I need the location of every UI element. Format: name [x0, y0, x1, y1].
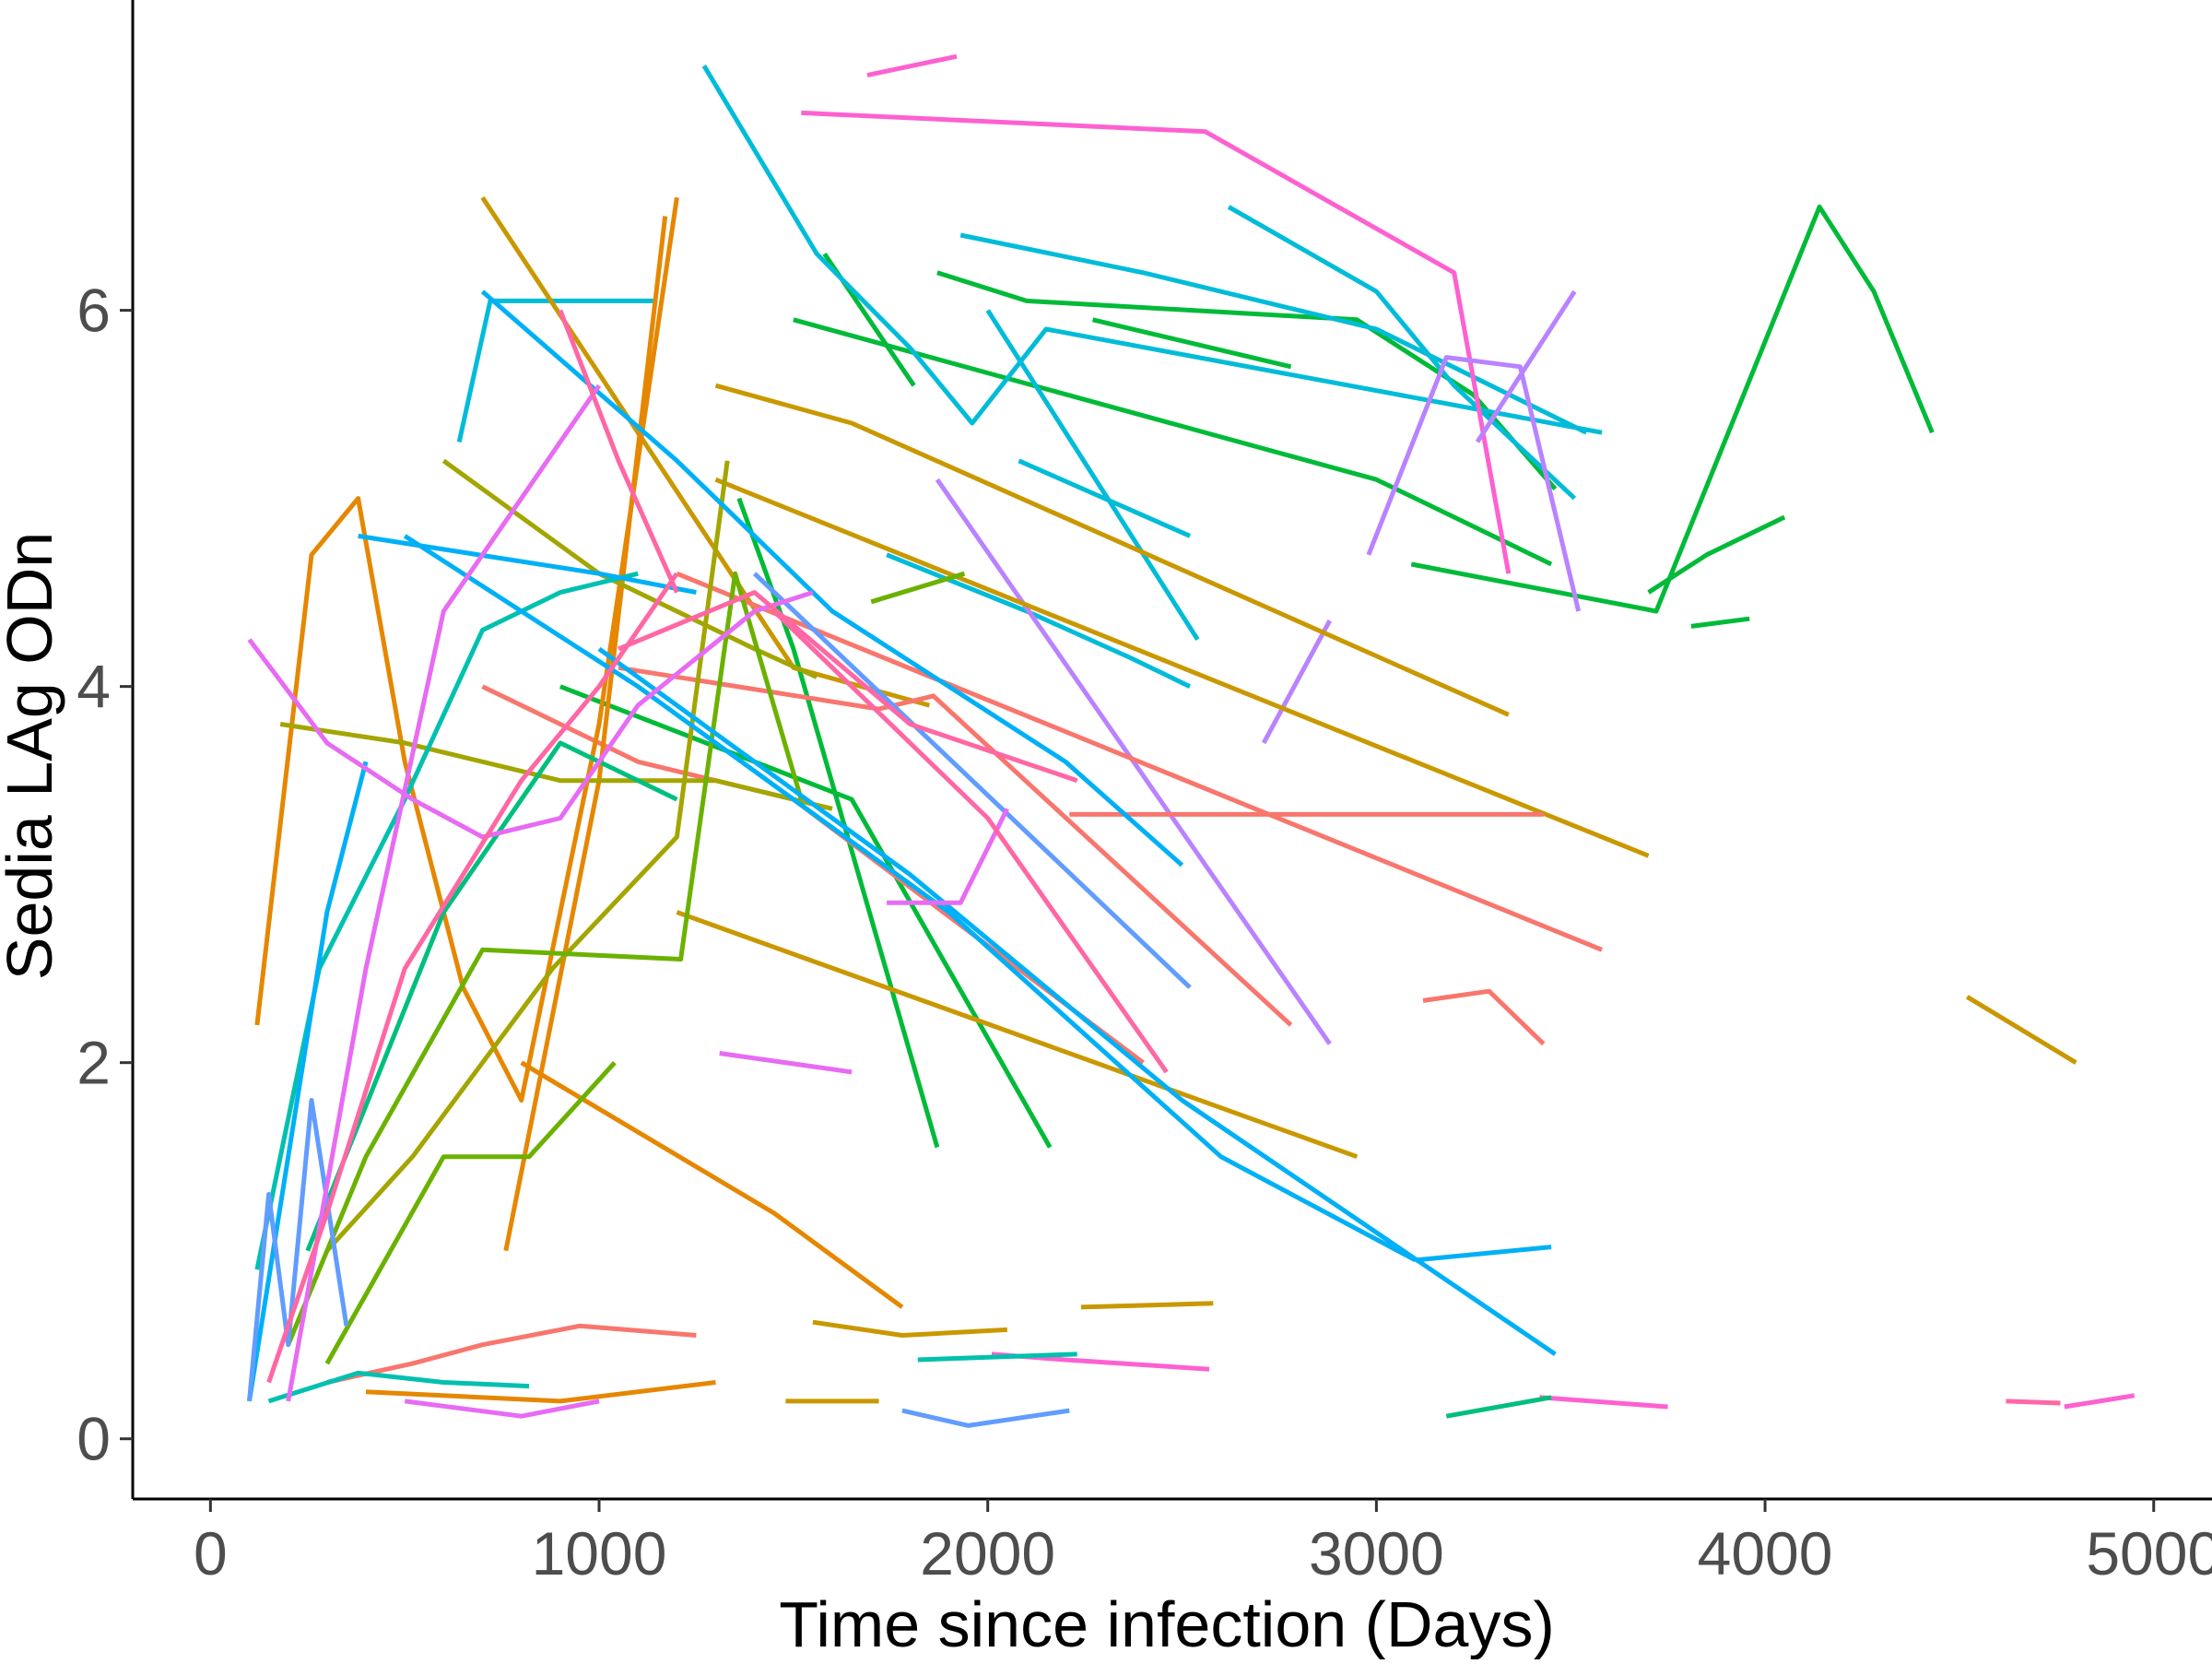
series-line-66	[719, 1051, 853, 1075]
y-axis-title: Sedia LAg ODn	[0, 532, 65, 980]
series-line-24	[1261, 620, 1332, 745]
x-tick-label: 1000	[532, 1519, 667, 1587]
series-line-39	[326, 1323, 697, 1385]
series-line-22	[1366, 355, 1582, 612]
series-line-60	[247, 761, 369, 1402]
y-tick-label: 2	[76, 1029, 111, 1097]
y-ticks: 0 2 4 6	[76, 277, 133, 1473]
series-line-71	[618, 590, 1078, 784]
series-line-37	[618, 665, 1293, 1027]
series-line-56	[480, 289, 1184, 867]
series-line-26	[714, 383, 1510, 717]
series-line-8	[736, 497, 940, 1149]
series-line-42	[520, 1060, 904, 1309]
series-line-51	[267, 1370, 530, 1404]
series-line-7	[1690, 616, 1750, 629]
series-line-53	[305, 740, 678, 1252]
series-line-48	[324, 1061, 617, 1365]
x-tick-label: 3000	[1309, 1519, 1444, 1587]
series-line-5	[1092, 317, 1292, 370]
series-line-10	[701, 65, 1603, 435]
series-line-45	[324, 460, 730, 1253]
series-line-72	[2006, 1398, 2061, 1406]
series-layer	[247, 53, 2136, 1428]
series-line-32	[1080, 1301, 1214, 1310]
series-line-59	[1415, 1245, 1552, 1263]
series-line-11	[959, 232, 1588, 435]
series-line-40	[254, 196, 679, 1103]
series-line-18	[866, 53, 958, 78]
x-tick-label: 0	[194, 1519, 228, 1587]
series-line-14	[1018, 458, 1192, 538]
series-line-19	[2064, 1393, 2136, 1410]
series-line-58	[597, 646, 1557, 1356]
series-line-70	[266, 572, 679, 1384]
series-line-31	[812, 1319, 1007, 1338]
series-line-73	[772, 609, 1169, 1074]
series-line-65	[286, 384, 602, 1402]
series-line-9	[559, 684, 1053, 1149]
series-line-29	[1966, 995, 2077, 1065]
series-line-43	[365, 1380, 716, 1404]
x-tick-label: 4000	[1698, 1519, 1833, 1587]
y-tick-label: 4	[76, 653, 111, 721]
x-axis-title: Time since infection (Days)	[779, 1588, 1555, 1659]
series-line-3	[793, 317, 1553, 567]
x-ticks: 0 1000 2000 3000 4000 5000	[194, 1499, 2212, 1587]
series-line-23	[1475, 289, 1577, 443]
series-line-4	[936, 270, 1558, 491]
series-line-2	[1647, 514, 1786, 595]
series-line-1	[1410, 204, 1935, 614]
series-line-13	[886, 552, 1192, 689]
x-tick-label: 5000	[2086, 1519, 2212, 1587]
series-line-35	[676, 571, 1603, 952]
series-line-68	[404, 1398, 600, 1419]
series-line-44	[279, 722, 833, 811]
series-line-49	[870, 571, 966, 605]
series-line-54	[1445, 1395, 1552, 1419]
series-line-69	[558, 309, 679, 594]
series-line-12	[1227, 205, 1577, 501]
x-tick-label: 2000	[920, 1519, 1055, 1587]
series-line-17	[801, 110, 1512, 574]
series-line-16	[985, 309, 1200, 642]
series-line-55	[358, 533, 697, 596]
y-tick-label: 0	[76, 1405, 111, 1473]
series-line-67	[887, 808, 1010, 905]
series-line-62	[901, 1408, 1070, 1428]
series-line-47	[286, 571, 804, 1346]
series-line-27	[714, 477, 1650, 858]
y-tick-label: 6	[76, 277, 111, 345]
series-line-61	[247, 1098, 349, 1402]
axes-layer	[131, 0, 2212, 1501]
series-line-30	[676, 910, 1359, 1160]
series-line-36	[1422, 988, 1546, 1046]
series-line-57	[403, 534, 1417, 1263]
series-line-64	[247, 590, 814, 840]
series-line-20	[1539, 1395, 1668, 1410]
series-line-63	[752, 572, 1192, 989]
series-line-52	[917, 1351, 1077, 1363]
series-line-46	[441, 458, 818, 679]
